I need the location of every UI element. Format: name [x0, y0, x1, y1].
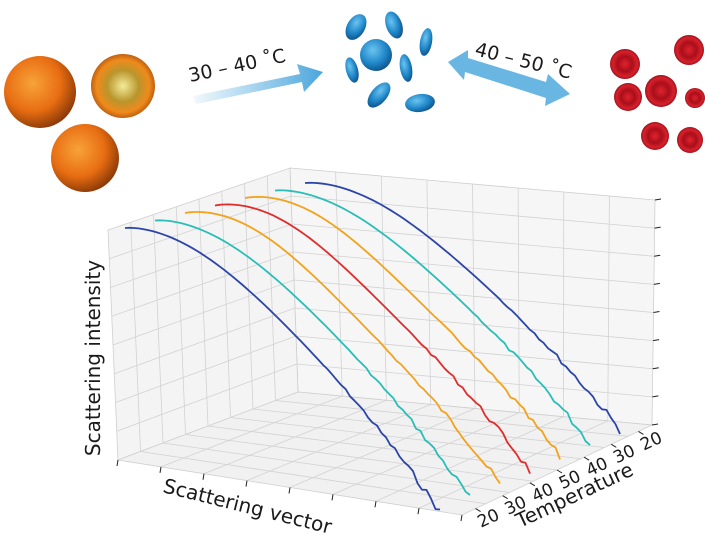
red-cell: [674, 35, 704, 65]
y-axis-label: Scattering intensity: [81, 260, 105, 456]
red-cell: [677, 127, 703, 153]
orange-cell-hollow: [91, 54, 155, 118]
red-cell: [614, 83, 642, 111]
red-cell: [685, 88, 705, 108]
x-tick: [245, 480, 248, 487]
grid-lines: [109, 171, 655, 509]
blue-cell: [360, 39, 392, 71]
cycle-arrow: [448, 50, 570, 106]
blue-cell: [399, 54, 413, 82]
grid-line: [332, 412, 520, 495]
x-tick: [374, 501, 377, 508]
x-tick: [116, 459, 119, 467]
y-tick: [654, 226, 661, 229]
right-arrow-icon: [193, 64, 323, 104]
blue-cell: [345, 57, 359, 83]
orange-cells: [4, 54, 155, 192]
z-tick: [583, 456, 590, 461]
axes-panes: [107, 167, 656, 516]
grid-line: [295, 335, 653, 370]
grid-line: [230, 417, 581, 460]
x-tick: [460, 514, 463, 522]
y-tick: [654, 198, 662, 201]
y-tick: [652, 395, 659, 398]
series-line-2: [154, 219, 471, 496]
series-line-6: [274, 189, 591, 446]
z-tick: [529, 482, 536, 487]
tick-marks: [116, 198, 662, 522]
z-tick: [556, 469, 563, 474]
grid-line: [418, 420, 608, 509]
blue-cell: [367, 82, 391, 108]
y-tick: [652, 367, 659, 370]
x-tick: [159, 466, 162, 473]
x-tick: [202, 473, 205, 480]
red-cell: [645, 75, 677, 107]
heating-arrow: [193, 64, 323, 104]
grid-line: [116, 363, 298, 432]
series-line-5: [244, 195, 561, 460]
series-line-1: [124, 226, 441, 511]
grid-line: [296, 363, 653, 398]
y-tick: [653, 339, 660, 342]
temperature-tick-label: 20: [475, 505, 503, 532]
y-tick: [651, 423, 659, 426]
orange-cell: [4, 56, 76, 128]
blue-cells: [345, 11, 435, 113]
z-tick: [475, 508, 481, 513]
y-tick: [653, 311, 660, 313]
red-cell: [610, 49, 640, 79]
blue-cell: [345, 14, 367, 40]
series-group: [124, 181, 621, 511]
temperature-tick-label: 20: [637, 428, 665, 455]
series-line-7: [304, 181, 621, 435]
z-tick: [611, 443, 617, 448]
z-tick: [502, 495, 508, 500]
cell-illustration: 30 – 40 ˚C 40 – 50 ˚C: [4, 11, 705, 192]
y-tick: [654, 254, 661, 257]
grid-line: [275, 400, 629, 437]
x-tick: [288, 487, 291, 494]
blue-cell: [405, 93, 435, 113]
x-tick: [331, 494, 334, 501]
orange-cell: [51, 124, 119, 192]
blue-cell: [419, 28, 433, 56]
grid-line: [221, 191, 231, 418]
grid-line: [375, 416, 564, 502]
grid-line: [112, 279, 295, 346]
series-line-4: [214, 203, 531, 475]
grid-line: [244, 183, 254, 410]
series-line-3: [184, 211, 501, 485]
x-tick: [417, 508, 420, 515]
grid-line: [115, 335, 297, 403]
grid-line: [114, 307, 296, 375]
z-tick: [638, 430, 644, 435]
red-cell: [641, 122, 669, 150]
blue-cell: [385, 11, 403, 39]
grid-line: [252, 408, 605, 448]
grid-line: [289, 408, 476, 488]
grid-line: [517, 187, 520, 413]
double-arrow-icon: [448, 50, 570, 106]
grid-line: [294, 307, 654, 342]
grid-line: [293, 279, 654, 313]
y-tick: [653, 282, 660, 285]
red-cells: [610, 35, 705, 153]
grid-line: [607, 195, 610, 421]
